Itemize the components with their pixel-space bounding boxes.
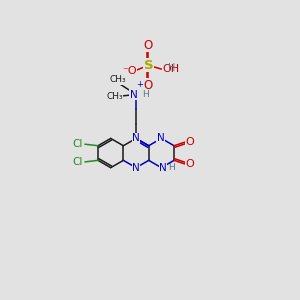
Text: +: + [136, 80, 142, 89]
Text: N: N [132, 134, 140, 143]
Text: O: O [186, 137, 195, 147]
Text: ⁻O: ⁻O [122, 66, 136, 76]
Text: N: N [159, 163, 167, 173]
Text: H: H [168, 163, 175, 172]
Text: O: O [186, 159, 195, 169]
Text: OH: OH [162, 64, 179, 74]
Text: O: O [144, 39, 153, 52]
Text: CH₃: CH₃ [106, 92, 123, 100]
Text: N: N [132, 163, 140, 173]
Text: N: N [157, 134, 164, 143]
Text: Cl: Cl [73, 139, 83, 149]
Text: H: H [142, 90, 149, 99]
Text: O: O [144, 79, 153, 92]
Text: H: H [168, 63, 175, 73]
Text: CH₃: CH₃ [109, 75, 126, 84]
Text: N: N [130, 89, 138, 100]
Text: S: S [143, 59, 153, 72]
Text: Cl: Cl [73, 157, 83, 167]
